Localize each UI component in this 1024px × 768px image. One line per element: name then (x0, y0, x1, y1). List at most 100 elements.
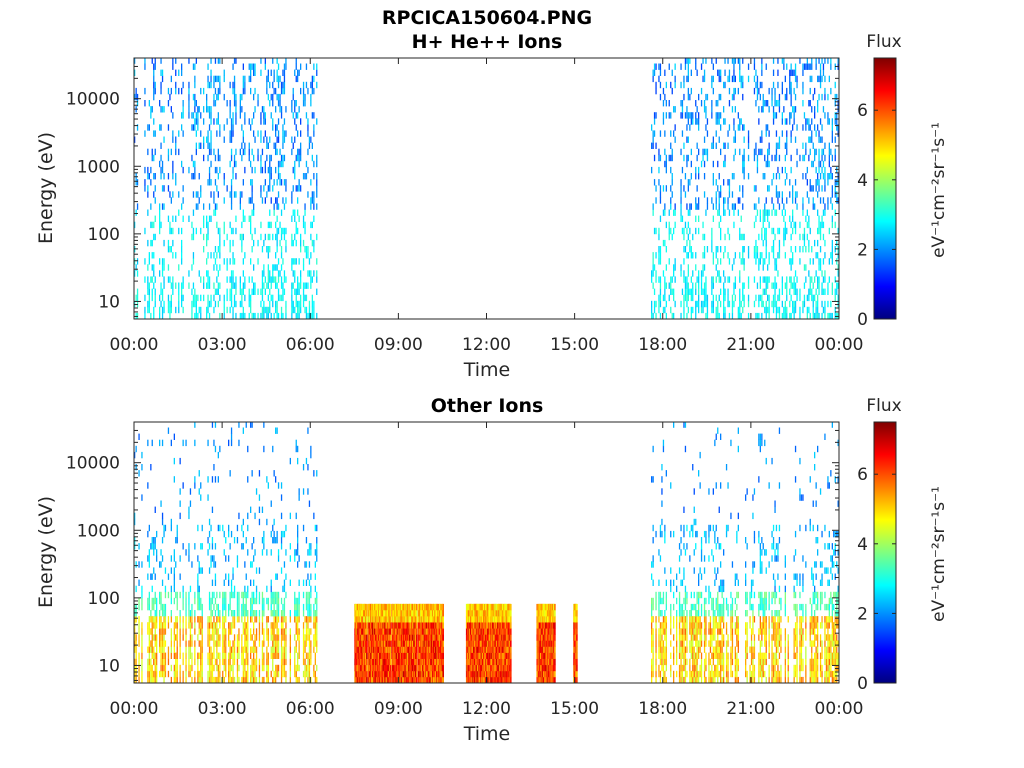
flux-cell (261, 537, 264, 544)
flux-cell (761, 634, 763, 641)
flux-cell (154, 506, 156, 513)
flux-cell (811, 75, 813, 83)
flux-cell (721, 610, 723, 617)
flux-cell (311, 294, 313, 302)
flux-cell (834, 154, 836, 162)
flux-cell (793, 112, 795, 119)
flux-cell (219, 312, 221, 319)
flux-cell (653, 227, 656, 235)
flux-cell (225, 591, 227, 599)
flux-cell (715, 197, 717, 204)
flux-cell (261, 658, 264, 666)
flux-cell (244, 670, 246, 678)
flux-cell (302, 579, 305, 586)
flux-cell (197, 312, 199, 319)
flux-cell (272, 591, 274, 599)
flux-cell (280, 597, 283, 605)
flux-cell (258, 676, 261, 683)
flux-cell (784, 252, 786, 259)
flux-cell (698, 670, 700, 678)
flux-cell (254, 288, 256, 295)
flux-cell (134, 664, 136, 672)
flux-cell (154, 148, 156, 156)
flux-cell (181, 160, 183, 168)
flux-cell (708, 555, 710, 562)
flux-cell (673, 209, 675, 216)
flux-cell (173, 622, 175, 629)
flux-cell (659, 640, 662, 647)
flux-cell (731, 597, 734, 605)
flux-cell (244, 646, 246, 653)
flux-cell (750, 658, 753, 666)
flux-cell (734, 628, 736, 635)
flux-cell (686, 300, 688, 308)
flux-cell (830, 87, 832, 95)
flux-cell (232, 646, 234, 653)
flux-cell (819, 69, 822, 76)
flux-cell (266, 87, 268, 95)
flux-cell (708, 488, 710, 495)
flux-cell (160, 300, 162, 308)
flux-cell (689, 203, 691, 210)
flux-cell (283, 75, 286, 83)
flux-cell (736, 616, 738, 623)
flux-cell (817, 282, 819, 289)
flux-cell (160, 652, 162, 659)
flux-cell (161, 537, 164, 544)
flux-cell (225, 610, 227, 617)
flux-cell (715, 433, 717, 440)
flux-cell (789, 75, 791, 83)
flux-cell (752, 658, 754, 666)
flux-cell (228, 652, 230, 659)
flux-cell (289, 579, 291, 586)
flux-cell (313, 112, 315, 119)
flux-cell (264, 179, 266, 186)
flux-cell (207, 300, 209, 308)
flux-cell (775, 191, 778, 198)
flux-cell (232, 63, 234, 70)
flux-cell (250, 506, 252, 513)
flux-cell (210, 676, 212, 683)
flux-cell (761, 549, 763, 556)
flux-cell (213, 100, 215, 107)
flux-cell (695, 252, 697, 259)
flux-cell (298, 610, 300, 617)
flux-cell (197, 664, 199, 672)
flux-cell (808, 215, 810, 222)
flux-cell (238, 664, 240, 672)
flux-cell (703, 233, 706, 241)
flux-cell (138, 658, 140, 666)
flux-cell (310, 252, 312, 259)
flux-cell (223, 136, 225, 143)
flux-cell (308, 258, 311, 265)
flux-cell (214, 203, 217, 210)
flux-cell (266, 658, 268, 666)
flux-cell (711, 597, 713, 605)
flux-cell (207, 640, 209, 647)
flux-cell (245, 646, 247, 653)
flux-cell (687, 69, 689, 76)
flux-cell (753, 616, 756, 623)
flux-cell (208, 640, 211, 647)
flux-cell (311, 276, 313, 283)
flux-cell (223, 306, 225, 314)
flux-cell (821, 270, 823, 277)
flux-cell (210, 160, 212, 168)
flux-cell (277, 130, 280, 137)
flux-cell (758, 610, 760, 617)
flux-cell (280, 160, 283, 168)
flux-cell (687, 112, 689, 119)
flux-cell (756, 93, 759, 101)
flux-cell (316, 616, 318, 623)
flux-cell (285, 524, 287, 532)
flux-cell (683, 524, 685, 532)
flux-cell (260, 69, 262, 76)
flux-cell (700, 603, 703, 611)
flux-cell (305, 634, 308, 641)
flux-cell (836, 288, 838, 295)
flux-cell (160, 288, 162, 295)
flux-cell (280, 294, 283, 302)
flux-cell (684, 282, 687, 289)
flux-cell (734, 282, 736, 289)
flux-cell (228, 628, 230, 635)
